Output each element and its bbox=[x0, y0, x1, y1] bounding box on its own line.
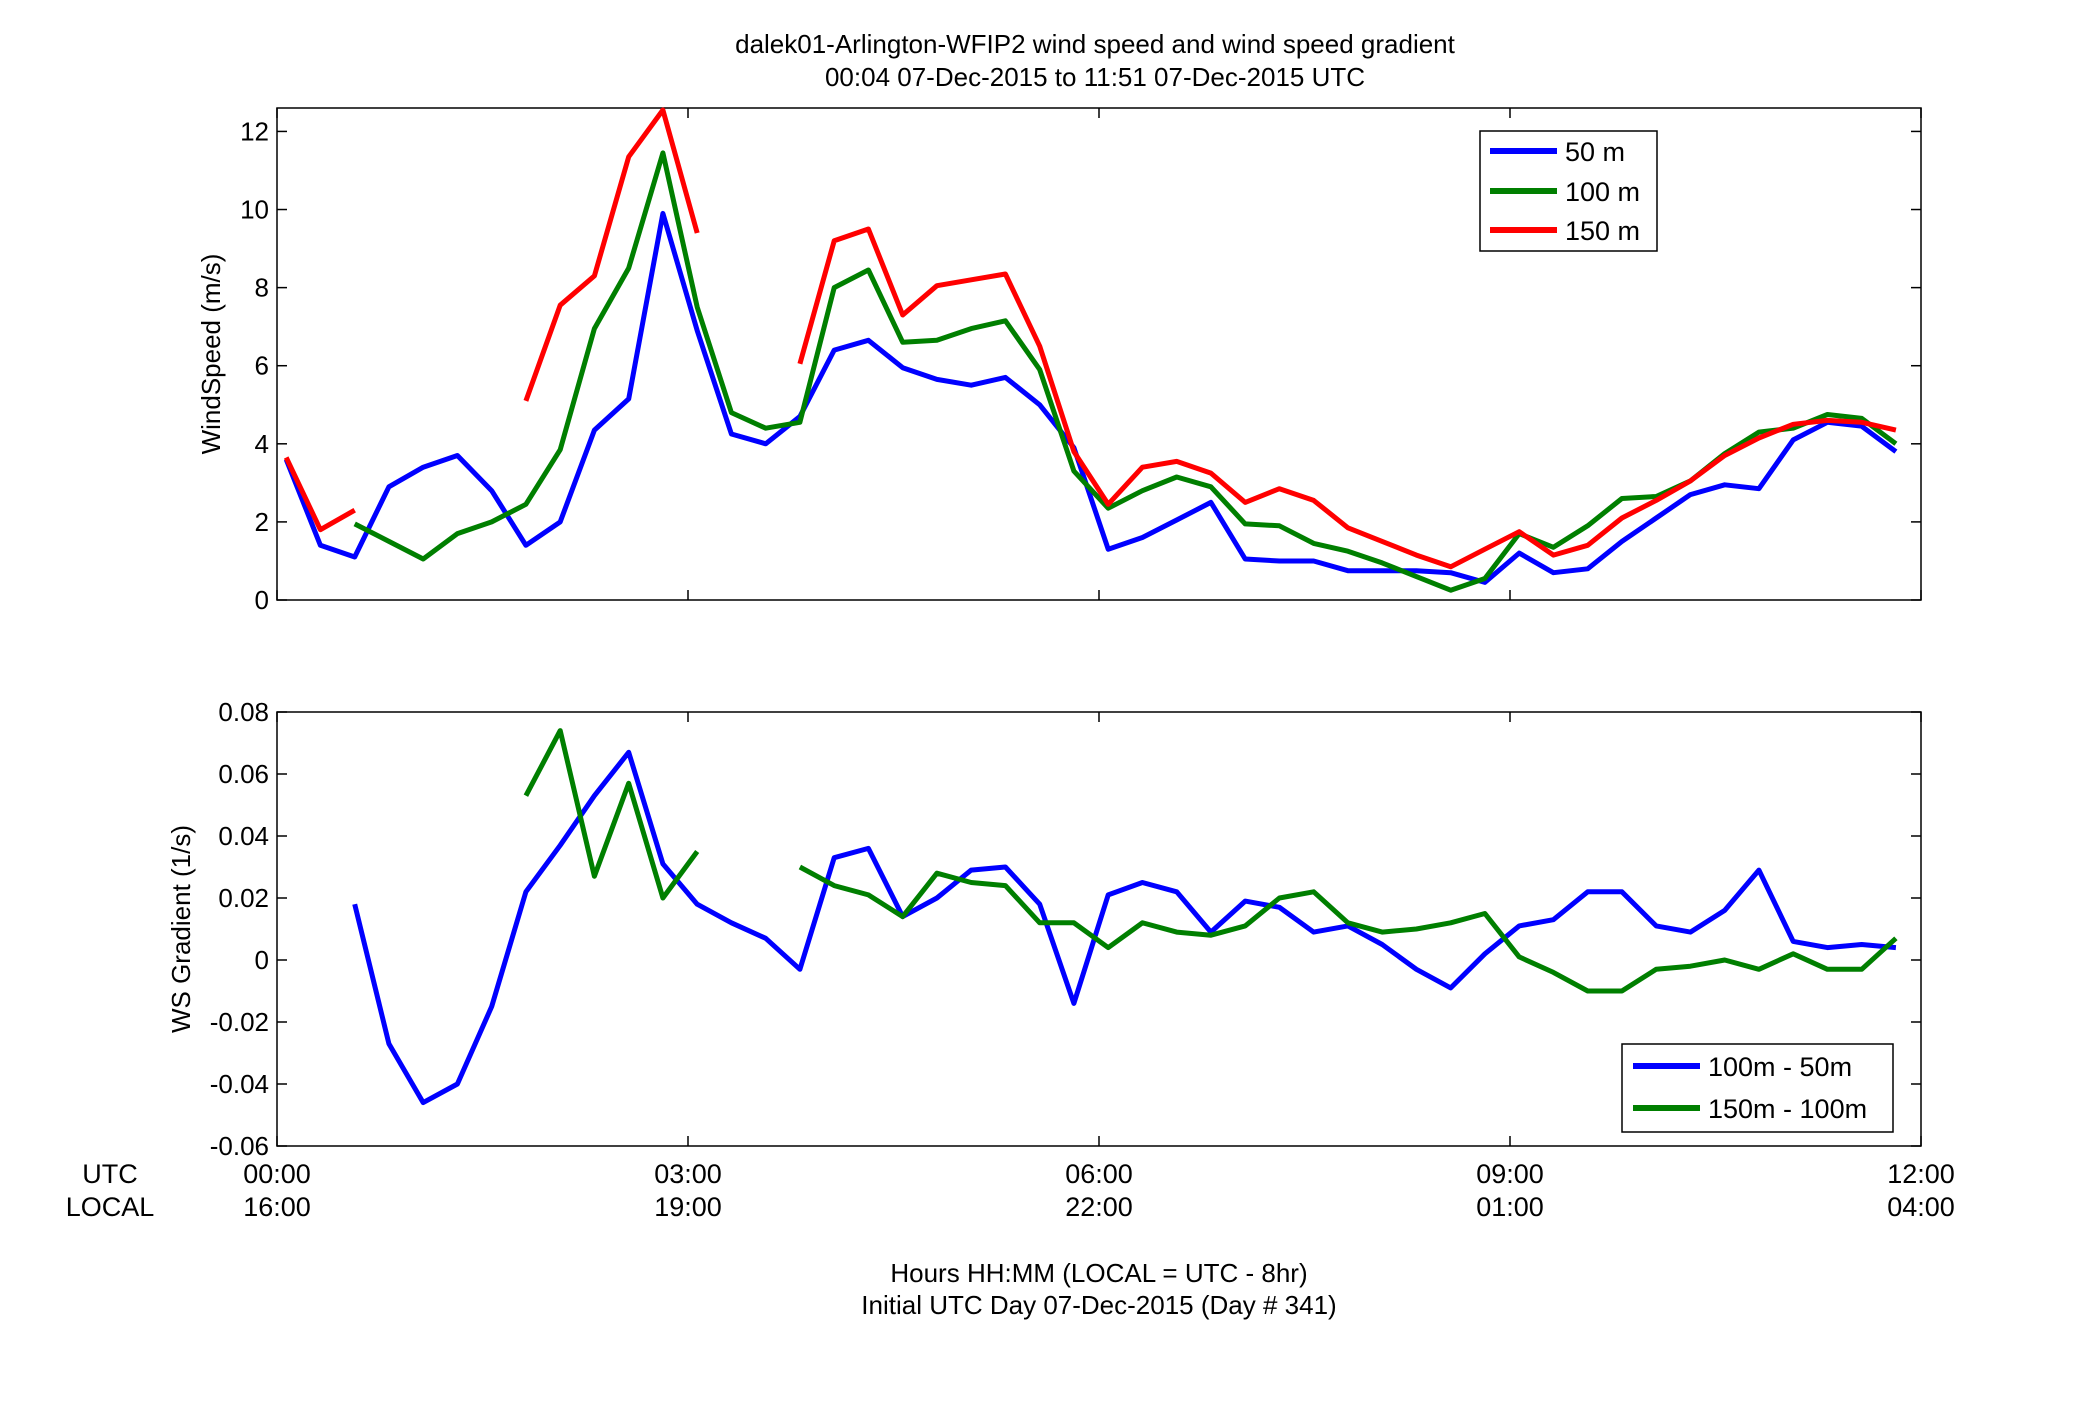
utc-tick-label: 09:00 bbox=[1476, 1159, 1544, 1189]
series-line-150-m bbox=[523, 107, 700, 402]
utc-tick-label: 00:00 bbox=[243, 1159, 311, 1189]
windspeed-panel: 0 2 4 6 8 10 12 WindSpeed (m/s) 50 m 100 m 150… bbox=[196, 107, 1922, 615]
gradient-y-tick-label: 0.04 bbox=[218, 821, 269, 851]
gradient-y-axis-label: WS Gradient (1/s) bbox=[166, 825, 196, 1033]
gradient-y-tick-label: -0.04 bbox=[210, 1069, 269, 1099]
gradient-y-tick-label: 0 bbox=[255, 945, 269, 975]
utc-tick-label: 03:00 bbox=[654, 1159, 722, 1189]
legend-label-150m: 150 m bbox=[1565, 216, 1640, 246]
gradient-y-tick-label: 0.06 bbox=[218, 759, 269, 789]
series-line-50-m bbox=[283, 210, 1898, 585]
x-axis-label-line2: Initial UTC Day 07-Dec-2015 (Day # 341) bbox=[861, 1290, 1336, 1320]
gradient-legend: 100m - 50m 150m - 100m bbox=[1621, 1043, 1894, 1133]
legend-label-50m: 50 m bbox=[1565, 137, 1625, 167]
local-tick-label: 19:00 bbox=[654, 1192, 722, 1222]
gradient-y-tick-label: 0.02 bbox=[218, 883, 269, 913]
utc-tick-label: 06:00 bbox=[1065, 1159, 1133, 1189]
windspeed-y-axis-label: WindSpeed (m/s) bbox=[196, 254, 226, 455]
legend-label-150m-100m: 150m - 100m bbox=[1708, 1094, 1867, 1124]
series-line-150-m bbox=[797, 226, 1897, 570]
gradient-legend-box bbox=[1621, 1043, 1894, 1133]
legend-label-100m-50m: 100m - 50m bbox=[1708, 1052, 1852, 1082]
local-tick-label: 22:00 bbox=[1065, 1192, 1133, 1222]
local-tick-label: 01:00 bbox=[1476, 1192, 1544, 1222]
legend-label-100m: 100 m bbox=[1565, 177, 1640, 207]
windspeed-y-tick-label: 0 bbox=[255, 585, 269, 615]
series-line-150m-100m bbox=[523, 728, 700, 901]
x-axis-label-line1: Hours HH:MM (LOCAL = UTC - 8hr) bbox=[890, 1258, 1307, 1288]
series-line-150m-100m bbox=[798, 864, 1898, 994]
windspeed-y-tick-label: 4 bbox=[255, 429, 269, 459]
gradient-panel: -0.06 -0.04 -0.02 0 0.02 0.04 0.06 0.08 WS Grad… bbox=[166, 697, 1922, 1161]
windspeed-y-tick-label: 2 bbox=[255, 507, 269, 537]
windspeed-y-tick-label: 12 bbox=[240, 116, 269, 146]
windspeed-series-lines bbox=[283, 107, 1898, 593]
windspeed-ticks: 0 2 4 6 8 10 12 bbox=[240, 108, 1922, 615]
windspeed-y-tick-label: 6 bbox=[255, 351, 269, 381]
local-tick-label: 04:00 bbox=[1887, 1192, 1955, 1222]
windspeed-legend: 50 m 100 m 150 m bbox=[1479, 130, 1658, 252]
gradient-ticks: -0.06 -0.04 -0.02 0 0.02 0.04 0.06 0.08 bbox=[210, 697, 1922, 1161]
chart-title-line2: 00:04 07-Dec-2015 to 11:51 07-Dec-2015 U… bbox=[825, 62, 1365, 92]
gradient-y-tick-label: -0.02 bbox=[210, 1007, 269, 1037]
windspeed-y-tick-label: 10 bbox=[240, 195, 269, 225]
windspeed-y-tick-label: 8 bbox=[255, 273, 269, 303]
series-line-150-m bbox=[283, 456, 356, 533]
utc-tick-label: 12:00 bbox=[1887, 1159, 1955, 1189]
local-tick-label: 16:00 bbox=[243, 1192, 311, 1222]
chart-title-line1: dalek01-Arlington-WFIP2 wind speed and w… bbox=[735, 29, 1456, 59]
gradient-y-tick-label: -0.06 bbox=[210, 1131, 269, 1161]
gradient-y-tick-label: 0.08 bbox=[218, 697, 269, 727]
utc-row-label: UTC bbox=[82, 1159, 138, 1189]
series-line-100-m bbox=[353, 150, 1898, 593]
local-row-label: LOCAL bbox=[66, 1192, 155, 1222]
series-line-100m-50m bbox=[352, 749, 1897, 1106]
gradient-series-lines bbox=[352, 728, 1898, 1106]
